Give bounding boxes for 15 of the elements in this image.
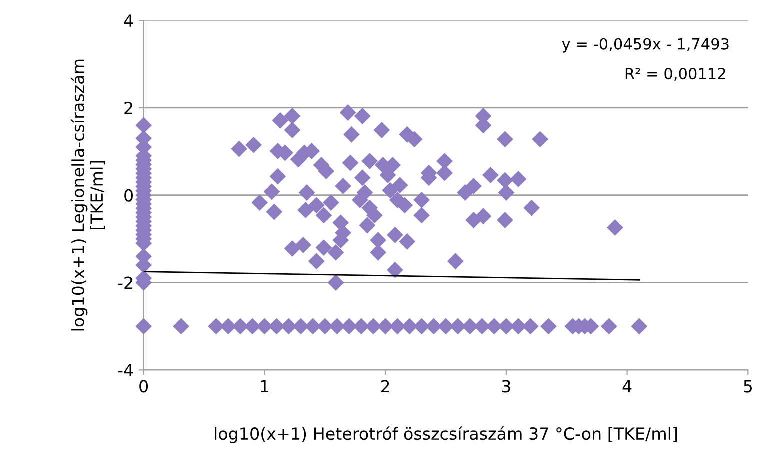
y-tick-label: 4 [124,14,134,27]
annotation: R² = 0,00112 [626,68,726,82]
x-tick-label: 3 [502,380,510,393]
y-tick-label: 0 [124,189,133,202]
x-tick-label: 4 [622,380,632,393]
y-tick-label: 2 [124,102,132,114]
annotation: y = -0,0459x - 1,7493 [562,38,729,53]
x-tick-label: 5 [744,380,752,393]
x-tick-label: 1 [261,380,268,393]
x-axis-title: log10(x+1) Heterotróf összcsíraszám 37 °C-on [TKE/ml] [215,426,678,444]
x-tick-label: 2 [381,380,390,393]
y-tick-label: -2 [118,276,132,290]
y-axis-title: log10(x+1) Legionella-csíraszám [TKE/ml] [70,60,106,331]
x-tick-label: 0 [140,380,148,393]
y-tick-label: -4 [118,364,134,376]
